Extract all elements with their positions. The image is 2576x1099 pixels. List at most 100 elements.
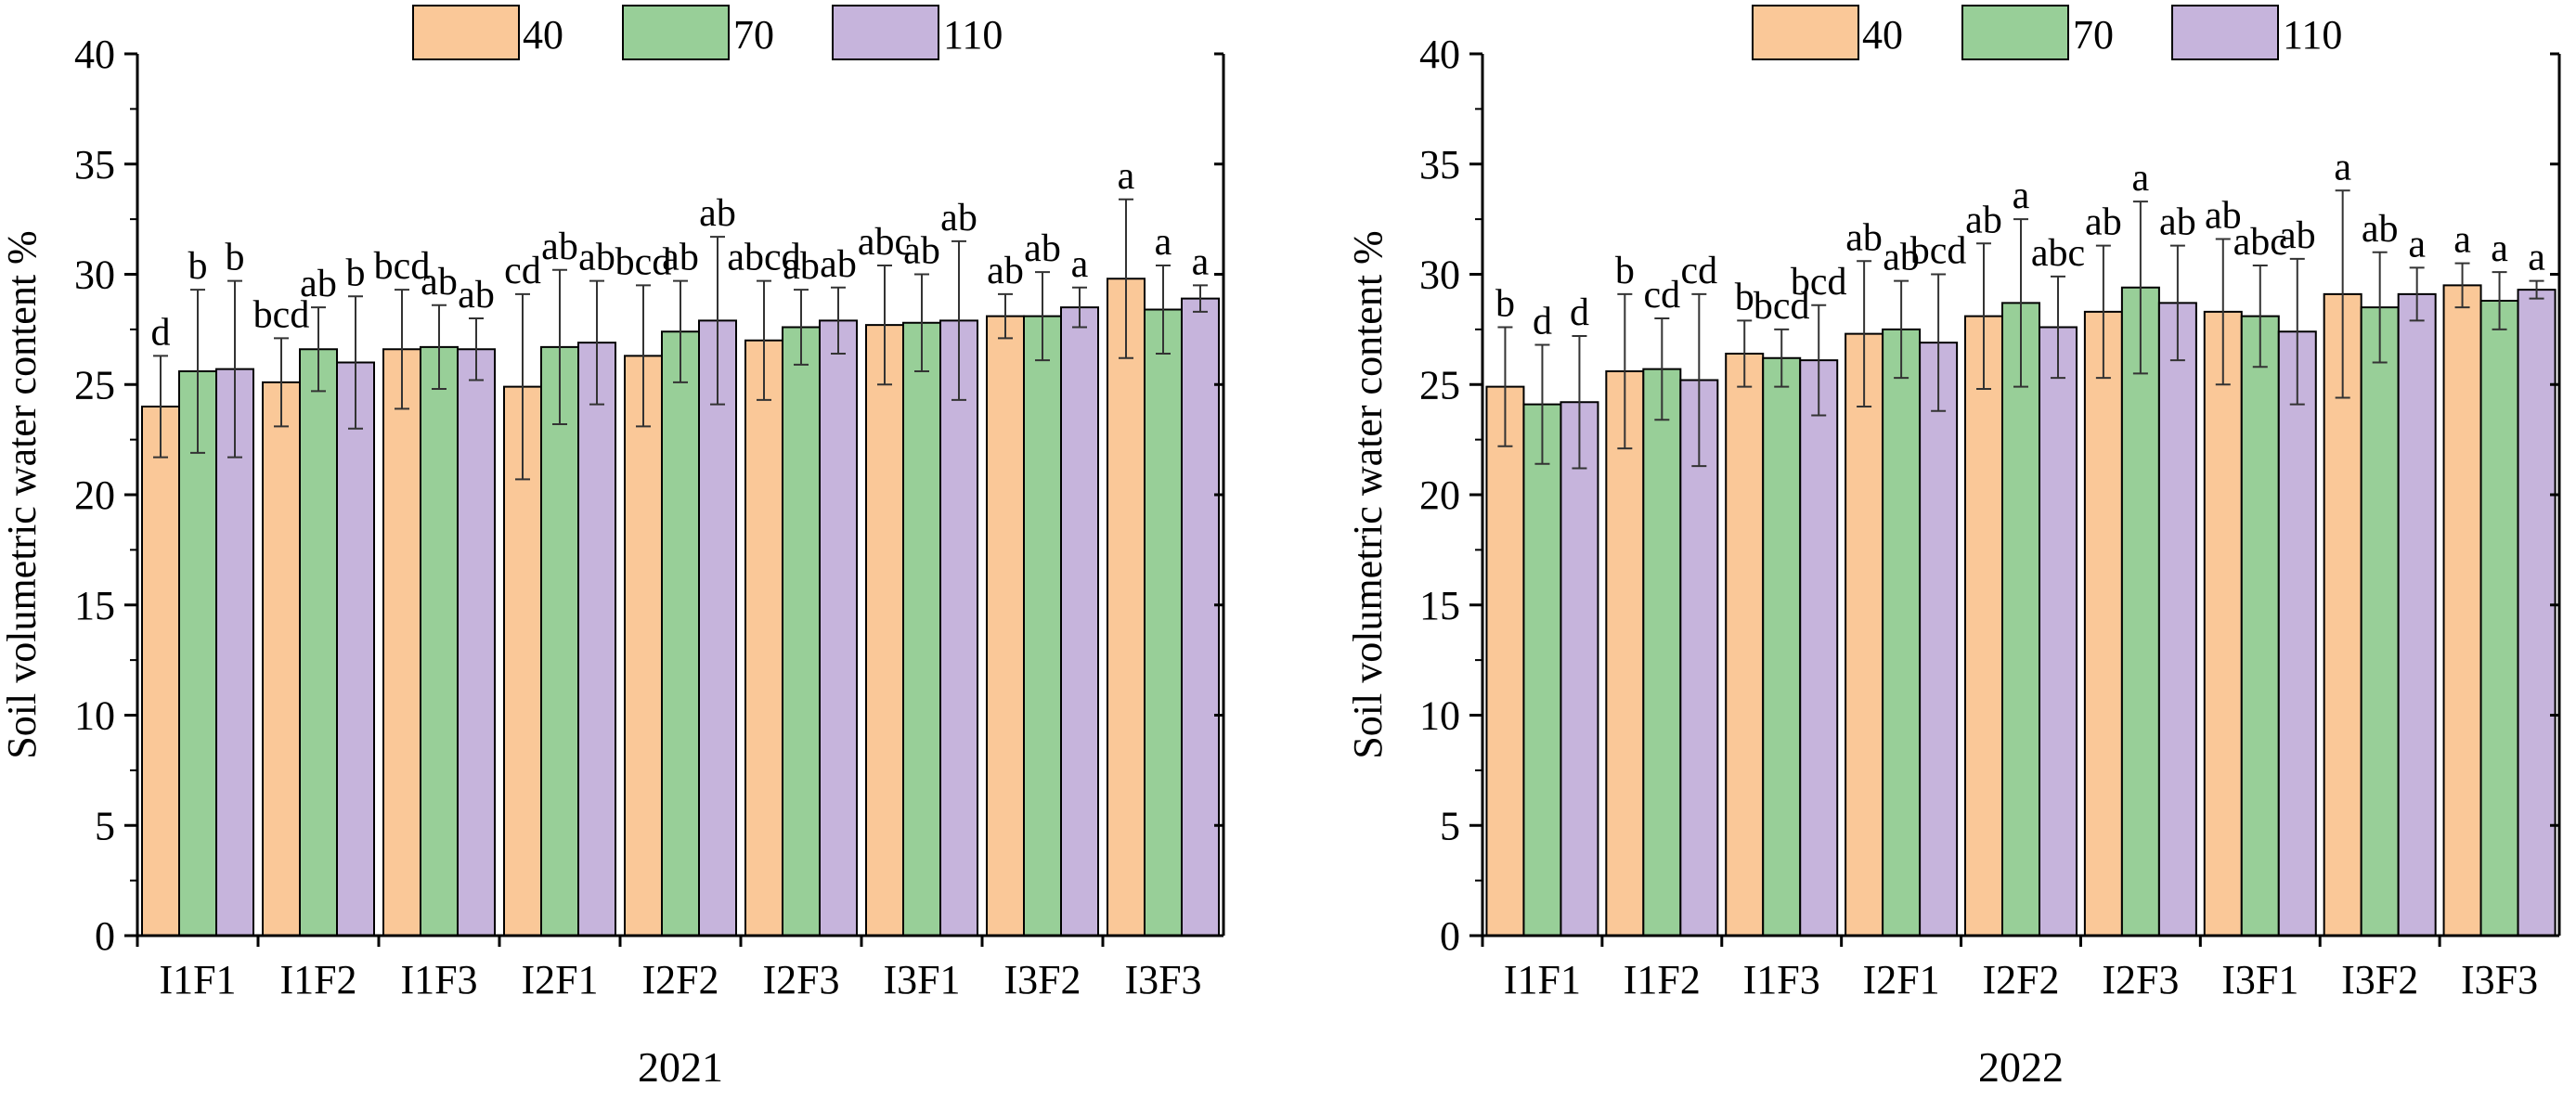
y-tick-label: 0	[1440, 913, 1460, 959]
y-tick-label: 15	[74, 583, 115, 628]
significance-letter: bcd	[1754, 285, 1810, 328]
significance-letter: ab	[940, 197, 977, 239]
bar-70-I2F3	[2120, 286, 2160, 937]
y-tick-label: 0	[95, 913, 115, 959]
y-tick-label: 25	[1419, 362, 1460, 407]
bar-70-I2F3	[782, 326, 821, 937]
significance-letter: a	[1118, 155, 1135, 198]
bar-40-I3F1	[865, 324, 904, 937]
y-tick-label: 25	[74, 362, 115, 407]
bar-70-I3F1	[902, 321, 941, 937]
significance-letter: cd	[1644, 274, 1681, 317]
bar-110-I3F3	[1181, 297, 1220, 937]
bar-110-I1F3	[457, 348, 496, 937]
bar-70-I1F1	[1522, 403, 1562, 937]
legend-label-40: 40	[523, 12, 563, 58]
significance-letter: cd	[1681, 250, 1718, 292]
bar-70-I2F1	[540, 345, 579, 937]
y-tick-label: 40	[1419, 32, 1460, 77]
x-tick-label: I1F2	[279, 957, 356, 1002]
x-tick-label: I2F2	[641, 957, 718, 1002]
significance-letter: ab	[578, 237, 615, 279]
significance-letter: abc	[858, 221, 912, 264]
x-tick-label: I2F1	[521, 957, 598, 1002]
significance-letter: ab	[820, 243, 857, 286]
bar-70-I1F2	[299, 348, 338, 937]
legend-swatch-40	[412, 5, 520, 60]
significance-letter: a	[2408, 223, 2426, 265]
significance-letter: ab	[421, 261, 458, 304]
y-tick-label: 30	[74, 252, 115, 298]
x-tick-label: I3F3	[1124, 957, 1201, 1002]
bar-110-I3F3	[2517, 289, 2557, 937]
significance-letter: b	[346, 252, 366, 294]
significance-letter: bcd	[374, 245, 431, 288]
legend-swatch-40	[1752, 5, 1859, 60]
significance-letter: cd	[504, 250, 541, 292]
significance-letter: b	[1615, 250, 1635, 292]
x-tick-label: I3F2	[2341, 957, 2418, 1002]
significance-letter: a	[2132, 157, 2150, 200]
significance-letter: a	[2013, 175, 2030, 217]
significance-letter: ab	[2159, 201, 2196, 244]
bar-40-I2F2	[624, 355, 663, 937]
significance-letter: abcd	[727, 237, 800, 279]
legend-label-70: 70	[733, 12, 774, 58]
significance-letter: ab	[1024, 227, 1061, 270]
y-tick-label: 15	[1419, 583, 1460, 628]
bar-40-I1F2	[262, 381, 301, 937]
bar-110-I1F2	[336, 361, 375, 937]
significance-letter: ab	[2085, 201, 2122, 244]
significance-letter: ab	[2279, 214, 2316, 257]
x-axis-title: 2022	[1978, 1043, 2064, 1091]
bar-40-I2F1	[1845, 332, 1884, 937]
y-tick-label: 35	[74, 142, 115, 187]
y-tick-label: 35	[1419, 142, 1460, 187]
bar-40-I3F3	[1107, 278, 1146, 937]
bar-110-I3F1	[2277, 330, 2317, 937]
significance-letter: bcd	[1910, 230, 1967, 273]
significance-letter: a	[2528, 237, 2545, 279]
bar-110-I1F3	[1799, 359, 1839, 937]
bar-40-I1F1	[1485, 385, 1525, 937]
x-tick-label: I1F2	[1624, 957, 1701, 1002]
x-tick-label: I3F2	[1003, 957, 1081, 1002]
bar-110-I1F1	[215, 368, 254, 937]
significance-letter: b	[188, 245, 208, 288]
significance-letter: ab	[2362, 208, 2399, 251]
bar-110-I2F2	[698, 319, 737, 937]
y-tick-label: 10	[1419, 693, 1460, 739]
bar-110-I3F1	[939, 319, 978, 937]
significance-letter: ab	[1965, 199, 2002, 241]
x-tick-label: I2F3	[2102, 957, 2179, 1002]
y-tick-label: 20	[1419, 472, 1460, 518]
bar-110-I2F3	[819, 319, 858, 937]
y-tick-label: 5	[95, 803, 115, 848]
significance-letter: abc	[2233, 221, 2287, 264]
bar-70-I1F3	[1762, 356, 1802, 937]
bar-40-I3F3	[2442, 284, 2482, 937]
significance-letter: ab	[458, 274, 495, 317]
x-tick-label: I2F1	[1863, 957, 1940, 1002]
significance-letter: b	[1735, 276, 1754, 318]
x-tick-label: I2F2	[1982, 957, 2059, 1002]
bar-110-I1F2	[1679, 379, 1719, 937]
significance-letter: d	[1533, 301, 1552, 343]
significance-letter: ab	[987, 250, 1024, 292]
bar-110-I1F1	[1560, 401, 1599, 937]
significance-letter: ab	[300, 263, 337, 305]
bar-40-I1F3	[1725, 353, 1765, 937]
significance-letter: ab	[2205, 195, 2242, 238]
significance-letter: d	[1570, 291, 1589, 334]
x-tick-label: I1F3	[1743, 957, 1820, 1002]
significance-letter: bcd	[615, 240, 672, 283]
bar-40-I1F1	[141, 406, 180, 937]
significance-letter: a	[1155, 221, 1172, 264]
bar-70-I3F2	[2360, 306, 2400, 937]
legend-swatch-110	[832, 5, 939, 60]
bar-70-I3F3	[2479, 300, 2519, 937]
bar-70-I2F2	[661, 330, 700, 937]
legend-label-110: 110	[943, 12, 1003, 58]
